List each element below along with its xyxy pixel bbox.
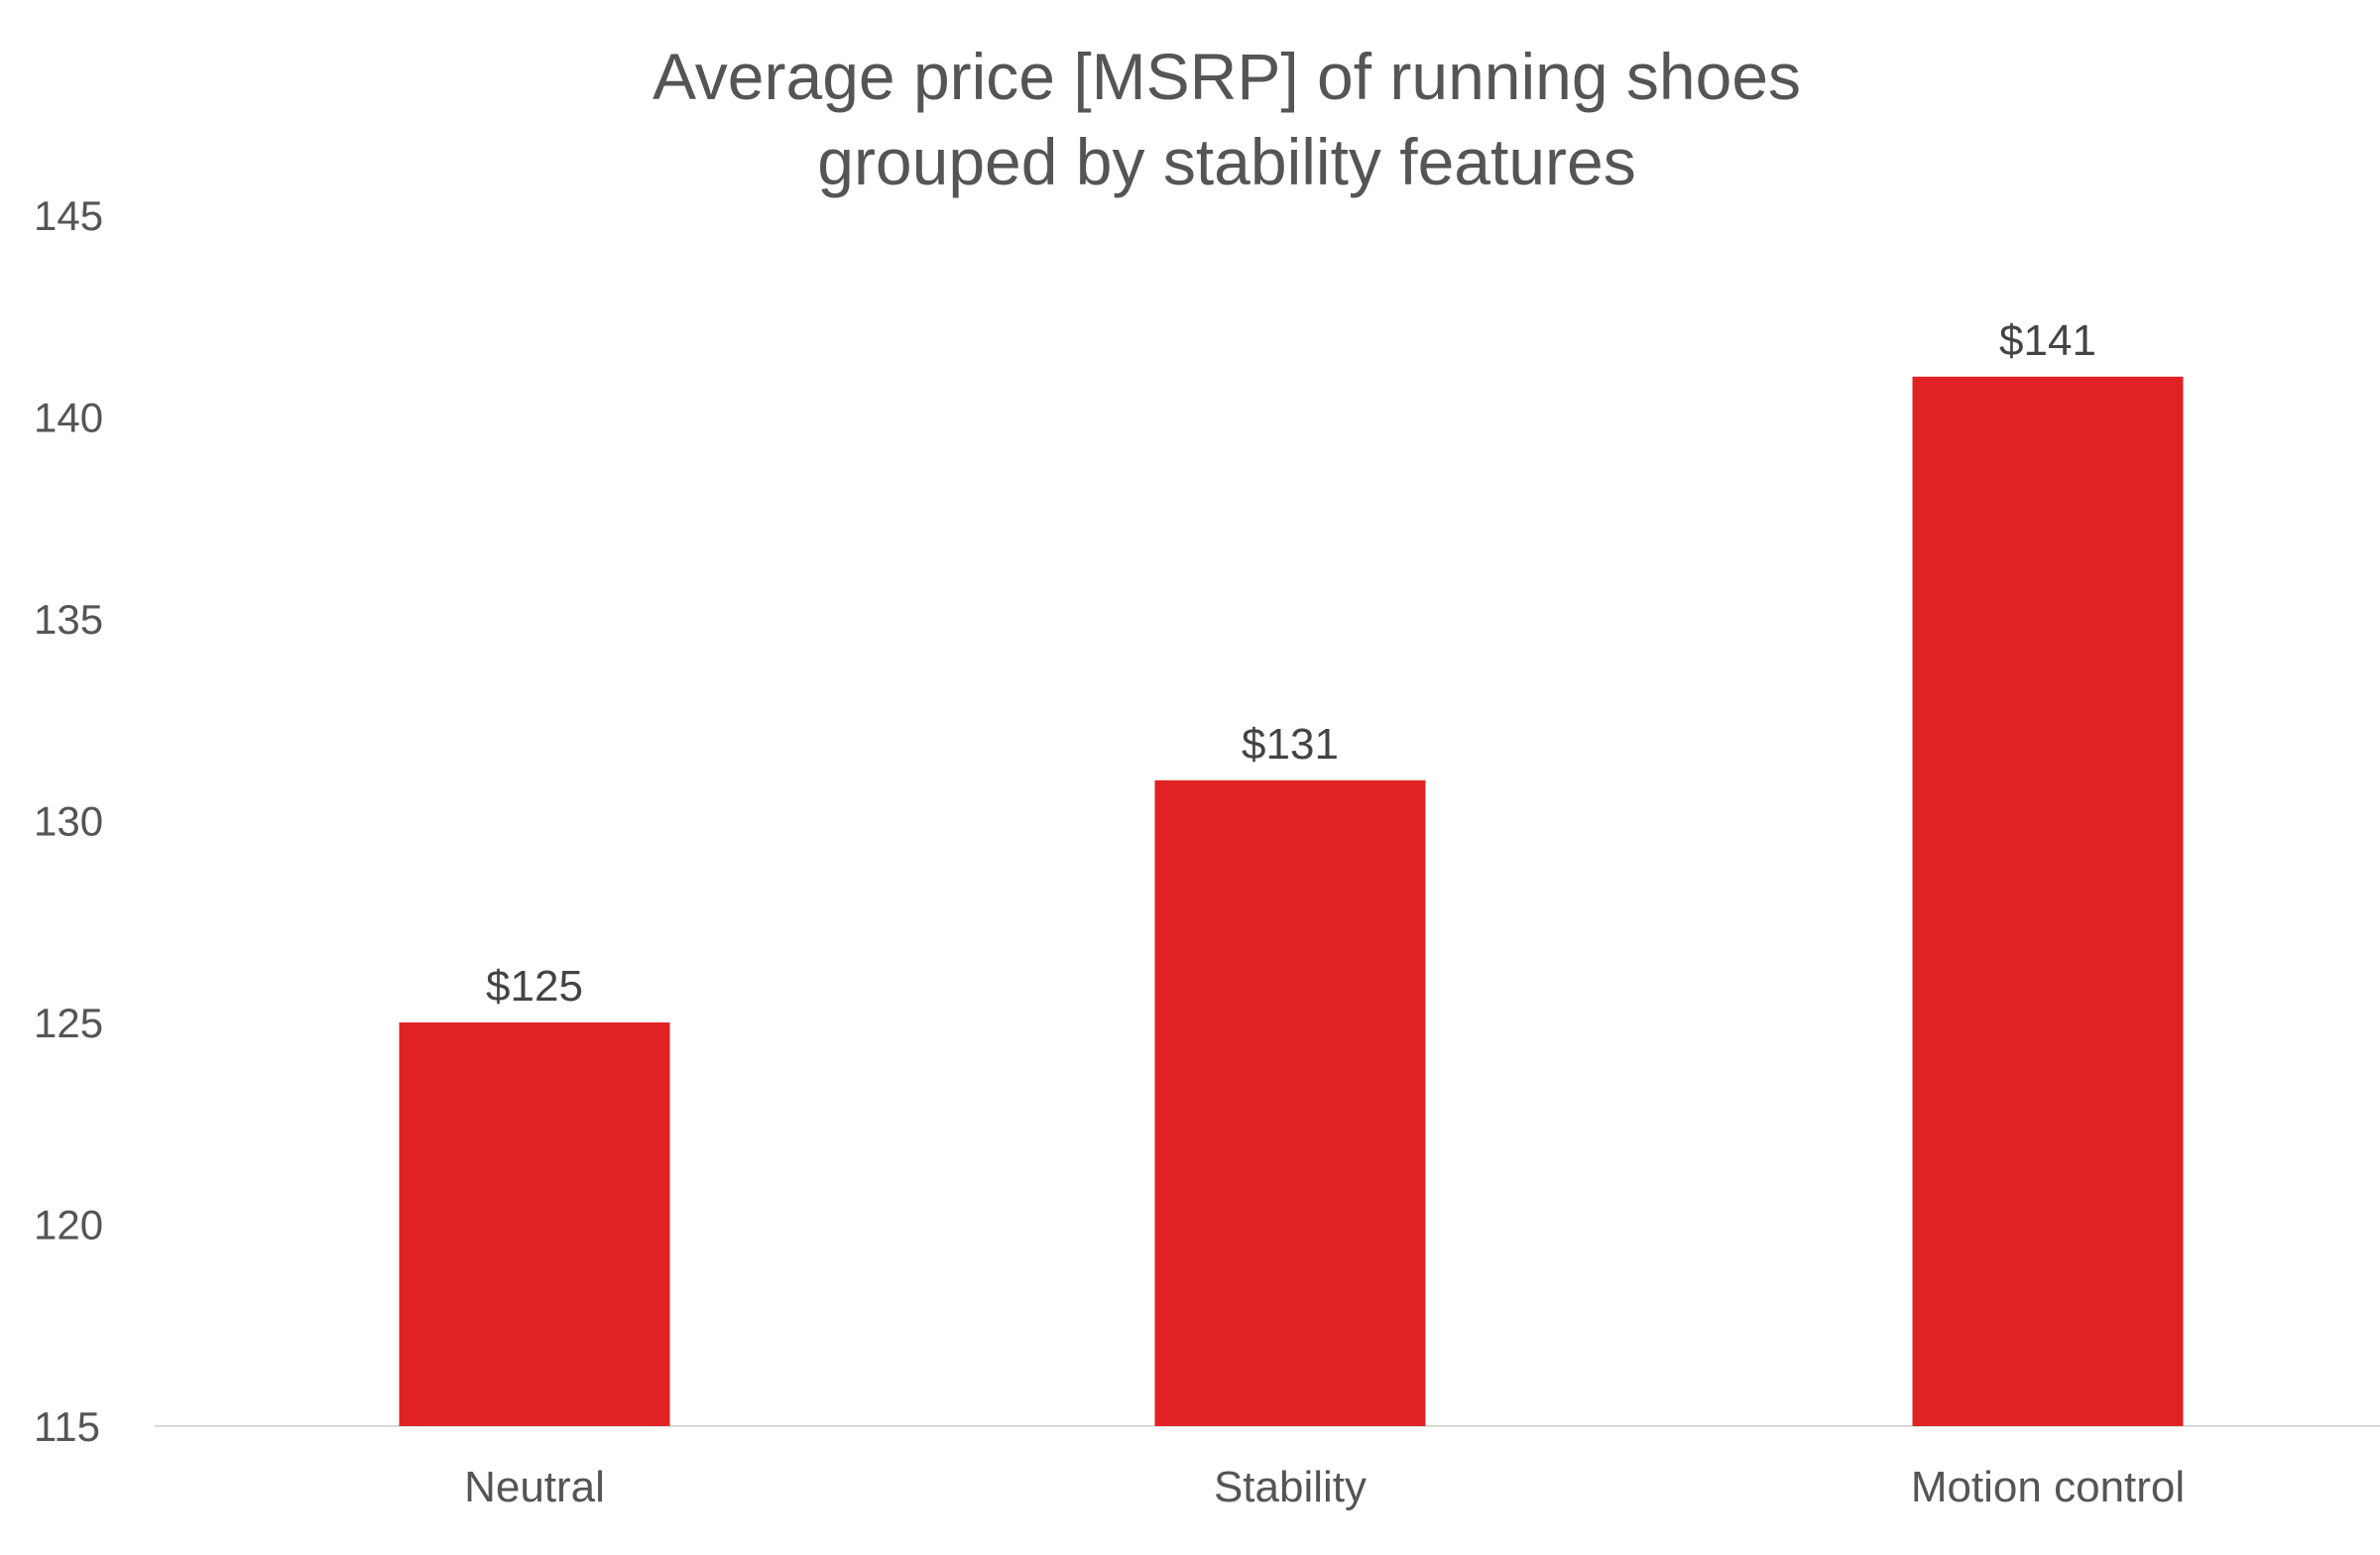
x-category-label: Stability [1214,1463,1367,1511]
y-tick-label: 120 [34,1202,103,1249]
y-tick-label: 115 [34,1403,100,1450]
data-label: $141 [1999,316,2096,365]
data-label: $131 [1242,720,1339,769]
bar-motion-control [1912,376,2184,1426]
x-category-label: Neutral [464,1463,605,1511]
chart-title-line-1: Average price [MSRP] of running shoes [653,40,1801,113]
data-label: $125 [486,962,583,1011]
y-tick-label: 135 [34,596,103,643]
x-category-label: Motion control [1911,1463,2185,1511]
chart-title-line-2: grouped by stability features [817,125,1635,198]
bar-neutral [399,1022,670,1426]
y-tick-label: 130 [34,798,103,845]
bar-stability [1154,779,1426,1426]
y-tick-label: 145 [34,192,103,239]
y-tick-label: 140 [34,395,103,441]
y-tick-label: 125 [34,1000,103,1046]
